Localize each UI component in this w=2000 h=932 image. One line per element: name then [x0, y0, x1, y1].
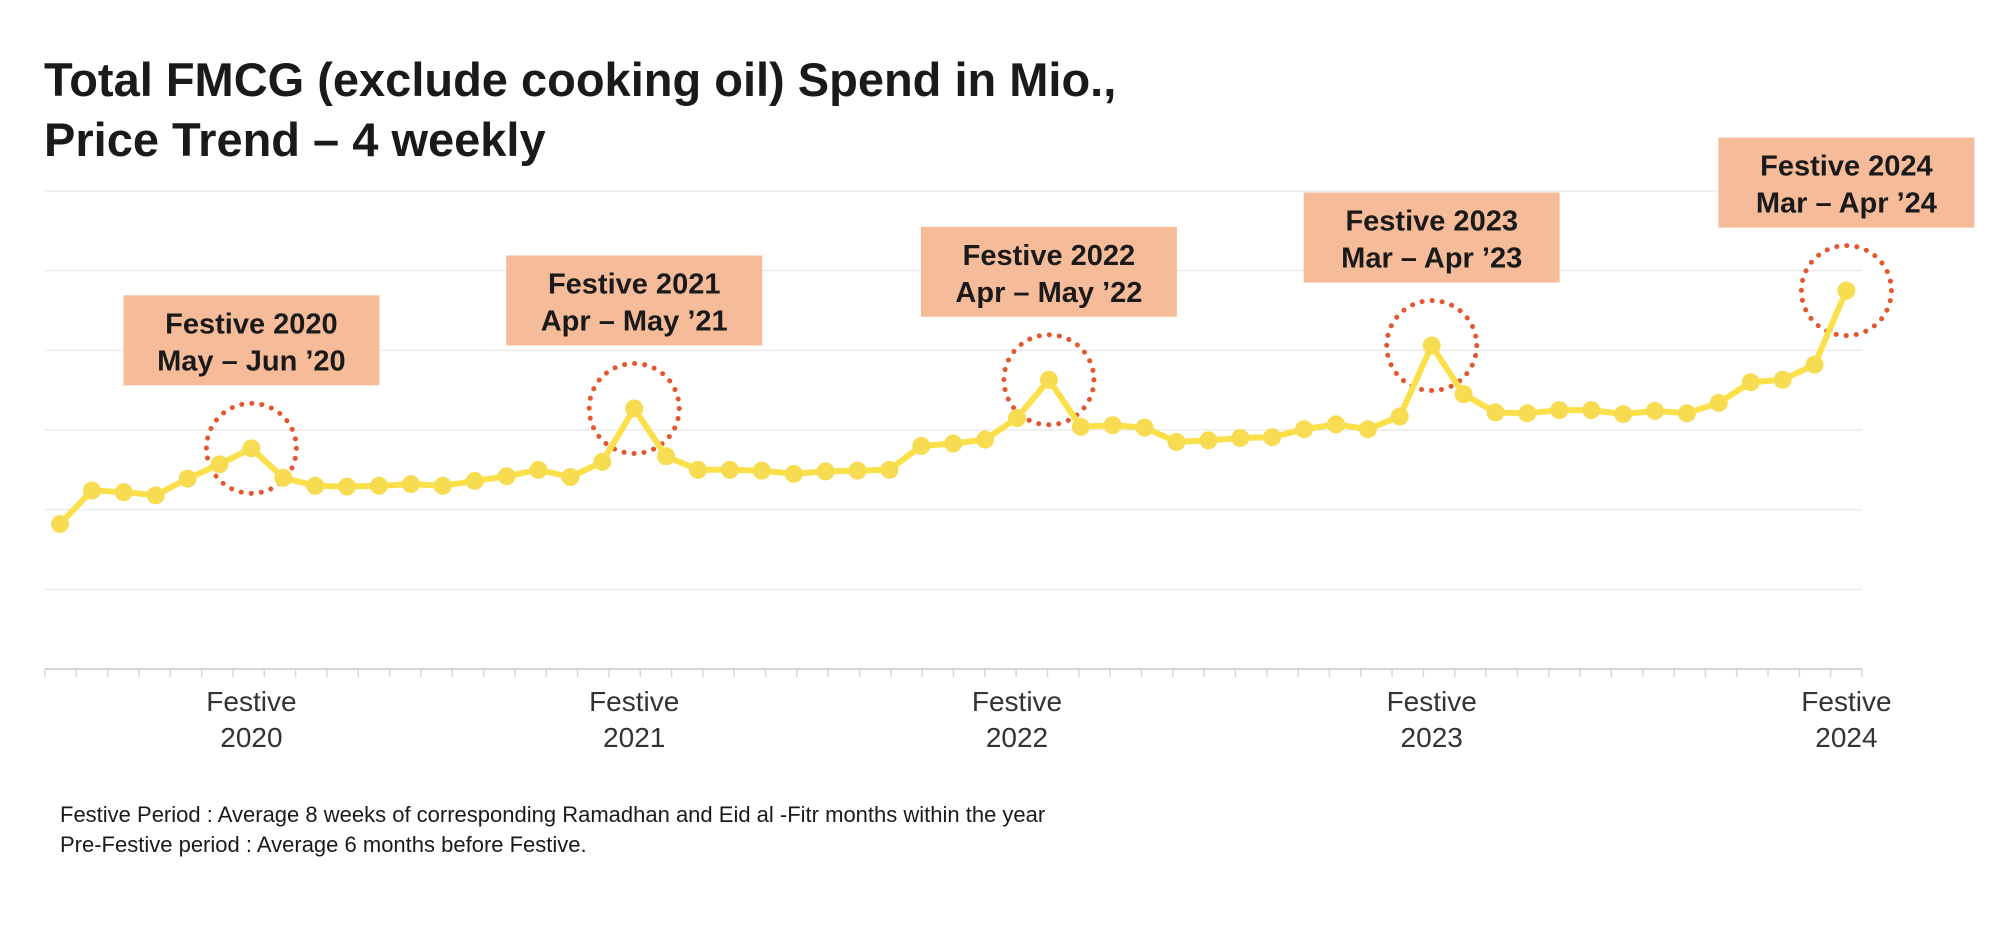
festive-callout-box-1 — [123, 295, 380, 386]
data-point — [625, 399, 644, 418]
data-point — [1327, 415, 1345, 434]
x-tick-year-2: 2021 — [603, 722, 665, 753]
data-point — [848, 461, 867, 480]
festive-callout-title-5: Festive 2024 — [1760, 151, 1933, 183]
price-trend-chart: Festive 2020 May – Jun ’20 Festive 2021 Apr… — [44, 137, 1975, 753]
data-point — [1550, 401, 1569, 420]
footnote-pre-festive-period: Pre-Festive period : Average 6 months be… — [60, 832, 587, 857]
data-point — [816, 462, 835, 481]
festive-callout-title-2: Festive 2021 — [548, 268, 721, 300]
data-point — [912, 436, 931, 455]
festive-highlight-circle-4 — [1384, 298, 1480, 394]
data-point — [1614, 405, 1633, 424]
data-point — [1358, 420, 1377, 439]
data-point — [401, 475, 420, 494]
data-point — [1677, 404, 1696, 423]
data-point — [1103, 416, 1122, 435]
festive-callout-box-2 — [506, 255, 763, 346]
data-point — [1773, 370, 1792, 389]
data-point — [593, 452, 612, 471]
x-tick-year-3: 2022 — [986, 722, 1048, 753]
data-point — [1039, 370, 1058, 389]
festive-callout-box-3 — [920, 226, 1177, 317]
x-tick-year-4: 2023 — [1401, 722, 1463, 753]
data-point — [1837, 281, 1856, 300]
chart-title-line-1: Total FMCG (exclude cooking oil) Spend i… — [44, 53, 1117, 106]
data-point — [306, 476, 325, 495]
data-point — [752, 461, 771, 480]
data-point — [880, 460, 899, 479]
data-point — [274, 468, 293, 487]
festive-highlight-circle-1 — [203, 400, 299, 496]
data-point — [1486, 403, 1505, 422]
data-point — [497, 467, 516, 486]
festive-highlight-circle-3 — [1001, 332, 1097, 428]
data-point — [1805, 355, 1824, 374]
footnotes: Festive Period : Average 8 weeks of corr… — [60, 800, 1045, 860]
festive-callout-period-4: Mar – Apr ’23 — [1341, 243, 1522, 275]
data-point — [689, 460, 707, 479]
data-point — [1295, 420, 1314, 439]
festive-callout-box-5 — [1718, 137, 1975, 228]
data-point — [1646, 401, 1664, 420]
data-point — [465, 471, 484, 490]
data-point — [784, 464, 803, 483]
data-point — [1582, 401, 1601, 420]
festive-callout-box-4 — [1303, 192, 1560, 283]
chart-title-line-2: Price Trend – 4 weekly — [44, 113, 546, 166]
festive-callout-period-3: Apr – May ’22 — [955, 277, 1142, 309]
x-tick-label-2: Festive — [589, 686, 679, 717]
data-point — [1167, 432, 1186, 451]
data-point — [976, 430, 995, 449]
festive-callout-period-5: Mar – Apr ’24 — [1756, 188, 1937, 220]
data-point — [1008, 409, 1026, 428]
data-point — [1071, 417, 1090, 436]
data-point — [657, 447, 676, 466]
x-tick-label-1: Festive — [206, 686, 296, 717]
festive-callout-title-1: Festive 2020 — [165, 308, 338, 340]
footnote-festive-period: Festive Period : Average 8 weeks of corr… — [60, 802, 1046, 827]
data-point — [210, 455, 229, 474]
data-point — [338, 477, 357, 496]
data-point — [1454, 385, 1473, 404]
data-point — [1263, 428, 1282, 447]
data-point — [529, 460, 548, 479]
data-point — [720, 460, 739, 479]
data-point — [1199, 431, 1218, 450]
data-point — [51, 515, 69, 534]
data-point — [1741, 373, 1760, 392]
x-tick-year-5: 2024 — [1815, 722, 1877, 753]
x-tick-year-1: 2020 — [220, 722, 282, 753]
data-point — [561, 468, 580, 487]
data-point — [370, 476, 388, 495]
data-point — [1709, 393, 1728, 412]
data-point — [178, 469, 197, 488]
data-point — [433, 476, 452, 495]
data-point — [944, 434, 963, 453]
data-point — [1231, 428, 1250, 447]
data-point — [82, 481, 101, 500]
data-point — [1518, 404, 1537, 423]
data-point — [1135, 418, 1154, 437]
festive-highlight-circle-5 — [1798, 243, 1894, 339]
festive-callout-period-2: Apr – May ’21 — [541, 305, 728, 337]
x-tick-label-3: Festive — [972, 686, 1062, 717]
festive-highlight-circle-2 — [586, 360, 682, 456]
chart-title: Total FMCG (exclude cooking oil) Spend i… — [44, 50, 1444, 170]
data-point — [1422, 336, 1441, 355]
data-point — [146, 486, 165, 505]
festive-callout-period-1: May – Jun ’20 — [157, 345, 346, 377]
festive-callout-title-4: Festive 2023 — [1345, 206, 1518, 238]
x-tick-label-5: Festive — [1801, 686, 1891, 717]
data-point — [114, 483, 133, 502]
x-tick-label-4: Festive — [1387, 686, 1477, 717]
data-point — [242, 439, 261, 458]
festive-callout-title-3: Festive 2022 — [963, 240, 1136, 272]
data-point — [1390, 407, 1409, 426]
